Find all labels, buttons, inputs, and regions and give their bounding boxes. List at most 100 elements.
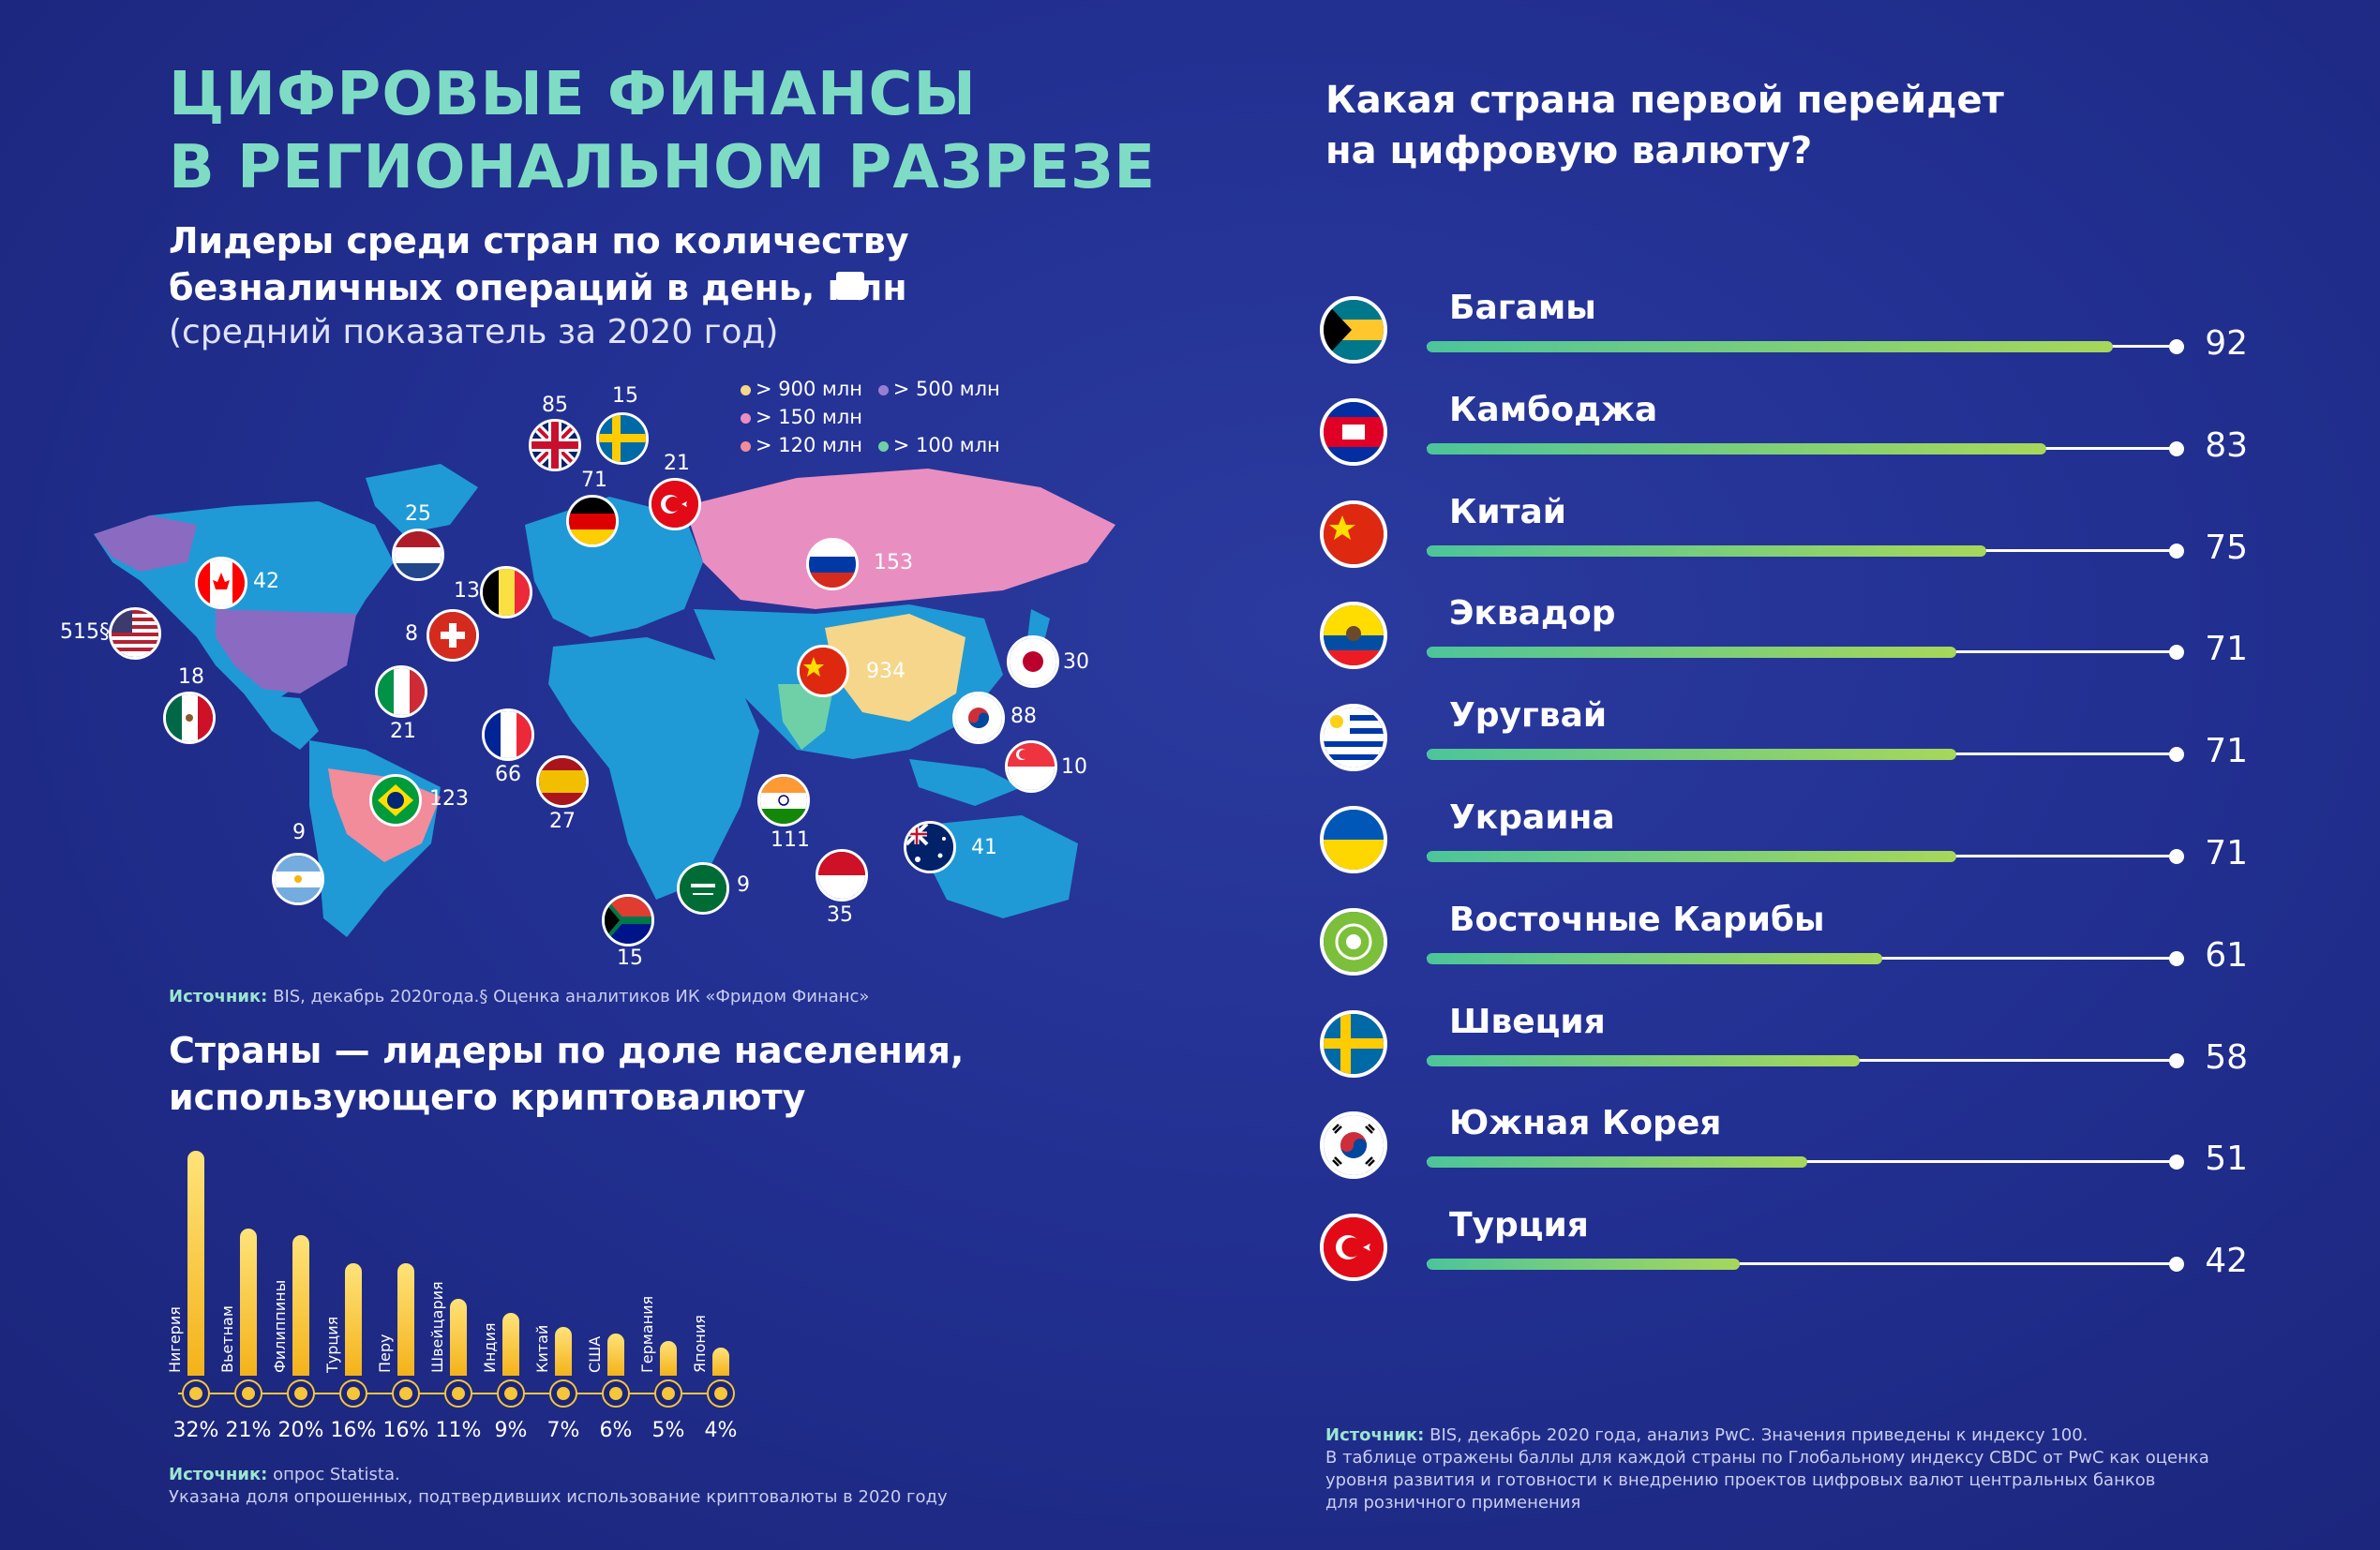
legend-item: > 500 млн [877, 375, 1000, 403]
map-value-france: 66 [495, 763, 521, 786]
crypto-category-label: Китай [533, 1324, 551, 1373]
cbdc-end-dot-icon [2169, 339, 2184, 354]
crypto-value-label: 20% [277, 1419, 324, 1442]
cbdc-heading: Какая страна первой перейдет на цифровую… [1325, 75, 2004, 176]
cbdc-value-label: 71 [2205, 732, 2248, 771]
cbdc-country-label: Восточные Карибы [1449, 900, 1825, 939]
crypto-bar [397, 1263, 414, 1376]
crypto-value-label: 4% [704, 1419, 738, 1442]
map-se-asia [909, 759, 1022, 806]
cbdc-track [1427, 855, 2173, 857]
cbdc-source-note-3: для розничного применения [1325, 1493, 1581, 1513]
map-value-sweden: 15 [612, 384, 638, 408]
flag-china-icon [797, 645, 849, 697]
map-value-saudi: 9 [737, 873, 750, 897]
cbdc-end-dot-icon [2169, 1052, 2184, 1068]
flag-sweden-icon [596, 412, 649, 465]
map-source: Источник: BIS, декабрь 2020года.§ Оценка… [169, 986, 869, 1008]
map-value-netherlands: 25 [405, 502, 431, 526]
map-usa [216, 609, 356, 693]
legend-label: > 900 млн [756, 378, 863, 400]
cbdc-track [1427, 1262, 2173, 1266]
crypto-source-note: Указана доля опрошенных, подтвердивших и… [169, 1487, 948, 1507]
map-value-spain: 27 [549, 810, 576, 833]
map-canada-west [94, 515, 197, 572]
crypto-marker-icon [392, 1379, 420, 1408]
cbdc-end-dot-icon [2169, 645, 2184, 661]
cbdc-country-label: Уругвай [1449, 696, 1608, 736]
map-value-japan: 30 [1063, 650, 1089, 674]
crypto-category-label: Германия [638, 1295, 656, 1373]
cbdc-track [1427, 956, 2173, 960]
cbdc-end-dot-icon [2169, 543, 2184, 559]
map-value-turkey: 21 [664, 452, 690, 475]
legend-dot-icon [741, 440, 751, 452]
cbdc-value-label: 71 [2205, 834, 2248, 872]
cbdc-value-label: 51 [2205, 1140, 2248, 1179]
flag-russia-icon [806, 538, 859, 590]
legend-label: > 100 млн [892, 434, 1000, 456]
flag-argentina-icon [272, 853, 324, 905]
crypto-marker-icon [444, 1379, 472, 1408]
flag-singapore-icon [1005, 740, 1057, 793]
cbdc-track [1427, 1058, 2173, 1062]
crypto-marker-icon [234, 1379, 262, 1408]
flag-korea-icon [952, 692, 1005, 744]
crypto-value-label: 16% [330, 1419, 377, 1442]
cbdc-country-label: Китай [1449, 492, 1567, 531]
crypto-category-label: Филиппины [271, 1279, 289, 1373]
legend-label: > 150 млн [756, 406, 863, 428]
map-value-korea: 88 [1010, 705, 1037, 728]
map-value-australia: 41 [971, 836, 997, 859]
legend-dot-icon [877, 440, 889, 452]
cbdc-country-label: Багамы [1449, 289, 1596, 327]
page-title-line2: В РЕГИОНАЛЬНОМ РАЗРЕЗЕ [169, 133, 1157, 202]
cbdc-flag-bs-icon [1320, 296, 1387, 364]
map-value-russia: 153 [874, 551, 913, 574]
cbdc-end-dot-icon [2169, 1257, 2184, 1273]
flag-turkey-icon [649, 478, 701, 530]
crypto-bar [555, 1326, 572, 1376]
flag-indonesia-icon [816, 849, 868, 902]
crypto-value-label: 7% [546, 1419, 580, 1442]
legend-item: > 900 млн [741, 375, 862, 403]
crypto-bar [502, 1312, 519, 1376]
flag-brazil-icon [369, 774, 422, 827]
legend-item: > 150 млн [741, 403, 862, 431]
crypto-source: Источник: опрос Statista. Указана доля о… [169, 1464, 948, 1509]
cbdc-track [1427, 345, 2173, 348]
flag-india-icon [757, 774, 810, 827]
cbdc-track [1427, 548, 2173, 552]
flag-netherlands-icon [392, 529, 444, 581]
flag-spain-icon [536, 755, 589, 808]
flag-belgium-icon [480, 566, 532, 619]
cbdc-bar [1427, 544, 1986, 557]
crypto-marker-icon [707, 1379, 735, 1408]
map-value-indonesia: 35 [827, 903, 853, 927]
cbdc-bar [1427, 1259, 1741, 1271]
map-source-text: BIS, декабрь 2020года.§ Оценка аналитико… [273, 987, 870, 1006]
cbdc-source-label: Источник: [1325, 1425, 1425, 1445]
crypto-marker-icon [287, 1379, 315, 1408]
map-greenland [366, 464, 478, 534]
cbdc-flag-tr-icon [1320, 1214, 1387, 1282]
legend-label: > 500 млн [892, 378, 1000, 400]
cbdc-bar [1427, 952, 1882, 964]
legend-item: > 100 млн [877, 431, 1000, 459]
cbdc-value-label: 83 [2205, 425, 2248, 465]
map-china [825, 614, 965, 722]
cbdc-bar [1427, 1054, 1860, 1066]
cbdc-source: Источник: BIS, декабрь 2020 года, анализ… [1325, 1424, 2209, 1514]
map-heading-line2: безналичных операций в день, млн [169, 267, 907, 308]
cbdc-source-note-2: уровня развития и готовности к внедрению… [1325, 1470, 2156, 1490]
cbdc-bar [1427, 749, 1957, 761]
map-value-mexico: 18 [178, 665, 204, 689]
crypto-bar [712, 1348, 729, 1376]
cbdc-country-label: Южная Корея [1449, 1104, 1722, 1143]
crypto-value-label: 6% [599, 1419, 633, 1442]
crypto-value-label: 21% [225, 1419, 272, 1442]
crypto-bar [345, 1263, 362, 1376]
legend-label: > 120 млн [756, 434, 863, 456]
cbdc-heading-line2: на цифровую валюту? [1325, 129, 1813, 172]
crypto-value-label: 16% [382, 1419, 429, 1442]
